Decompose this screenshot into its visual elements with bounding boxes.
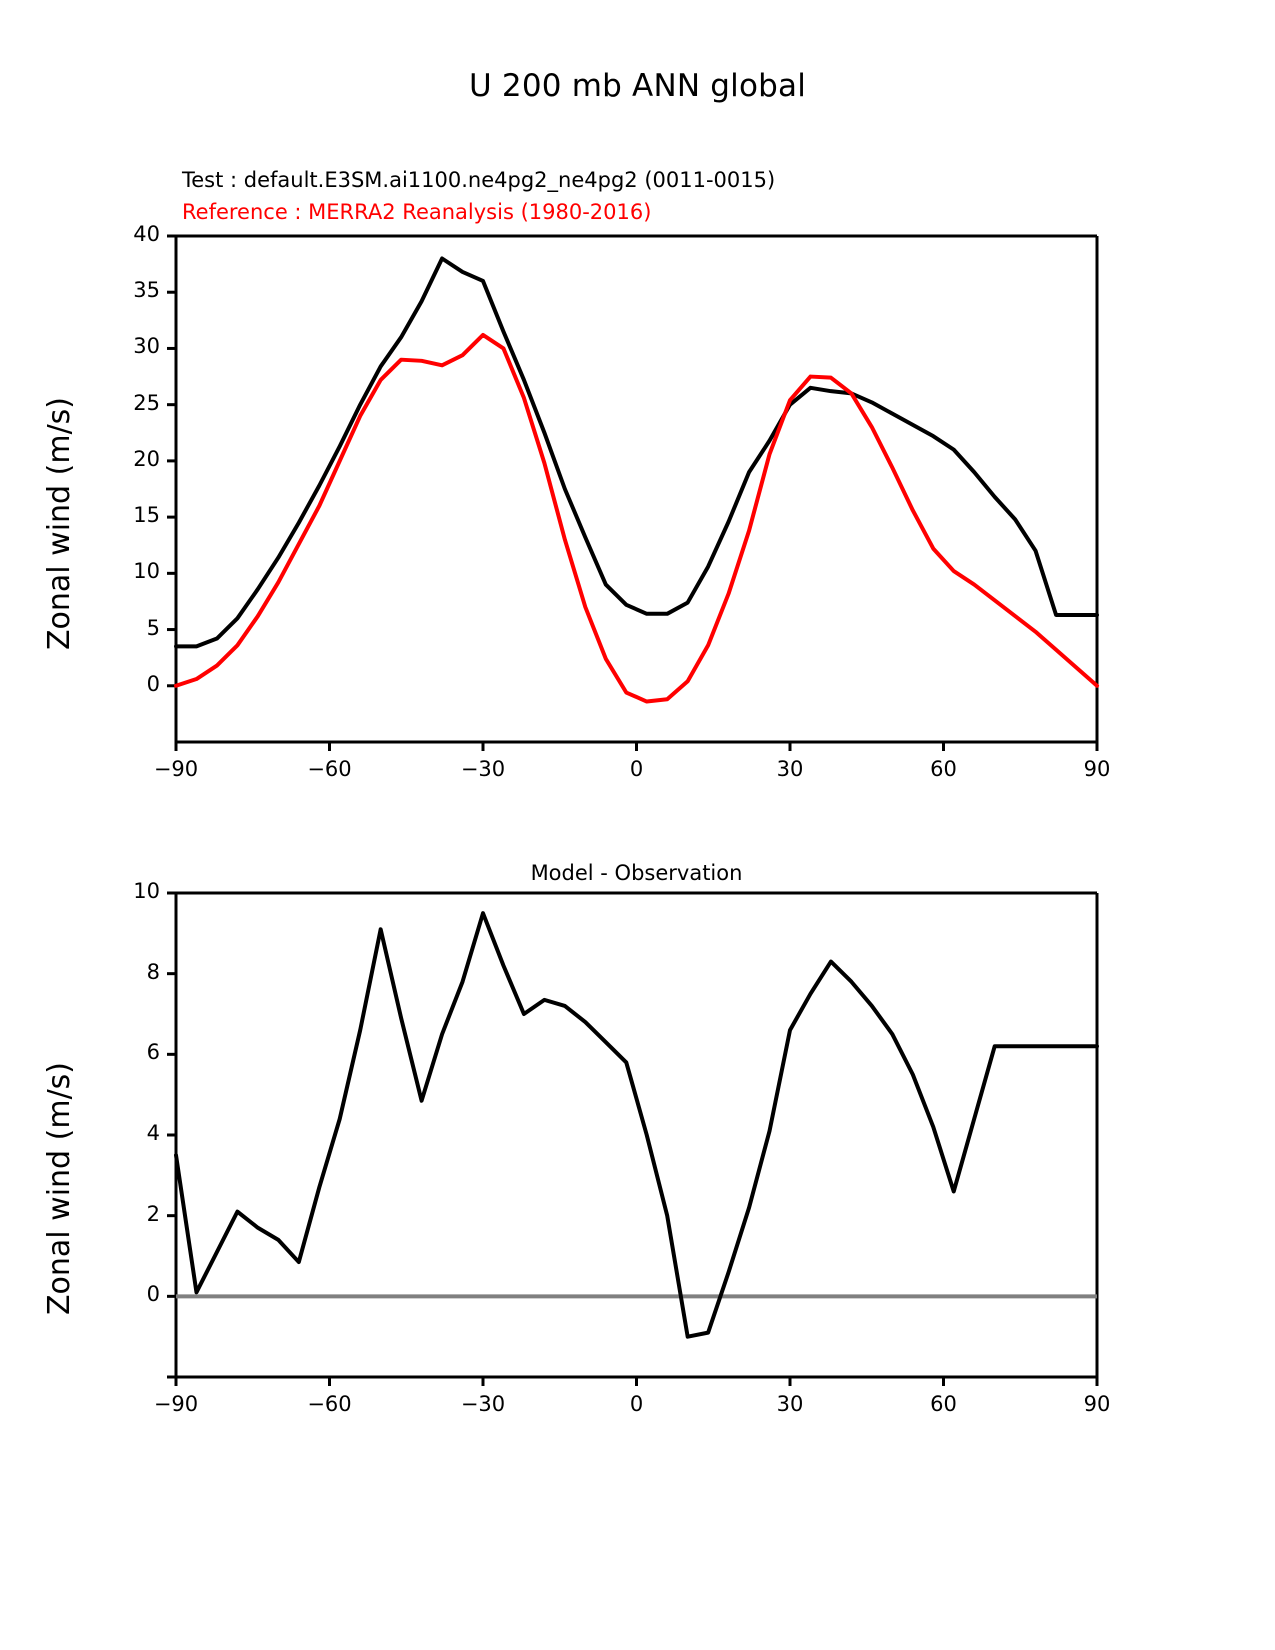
bottom-panel-ylabel: Zonal wind (m/s)	[42, 1061, 77, 1315]
xtick-label: −90	[153, 757, 199, 781]
bottom-panel-frame	[174, 891, 1099, 1379]
top-panel-ylabel: Zonal wind (m/s)	[42, 396, 77, 650]
xtick-label: 30	[776, 757, 804, 781]
ytick-label: 10	[133, 559, 160, 584]
bottom-panel-plot-area	[167, 891, 1099, 1386]
bottom-panel-series-group	[174, 911, 1099, 1339]
xtick-label: 30	[776, 1392, 804, 1416]
top-panel-series-group	[174, 256, 1099, 704]
bottom-panel-ticks	[167, 891, 1099, 1386]
ytick-label: 5	[146, 615, 160, 640]
caption-test-line: Test : default.E3SM.ai1100.ne4pg2_ne4pg2…	[182, 168, 776, 192]
figure-title: U 200 mb ANN global	[468, 68, 807, 104]
caption-reference-line: Reference : MERRA2 Reanalysis (1980-2016…	[182, 200, 652, 224]
top-panel-plot-area	[167, 234, 1099, 751]
ytick-label: 4	[146, 1121, 160, 1145]
xtick-label: 0	[629, 1392, 644, 1416]
ytick-label: 6	[146, 1040, 160, 1065]
xtick-label: −30	[460, 1392, 506, 1416]
xtick-label: −60	[307, 757, 352, 781]
ytick-label: 2	[146, 1201, 160, 1226]
top-panel-axes: 0 5 10 15 20 25 30 35 40 −90 −60 −30 0 30 60 90	[133, 222, 1110, 781]
ytick-label: 8	[146, 959, 160, 984]
ytick-label: 0	[146, 1282, 160, 1307]
top-panel-frame	[174, 234, 1099, 744]
ytick-label: 40	[133, 222, 160, 246]
ytick-label: 35	[133, 278, 160, 303]
ytick-label: 10	[133, 879, 160, 903]
xtick-label: −60	[307, 1392, 352, 1416]
top-panel-ticks	[167, 234, 1099, 751]
xtick-label: 90	[1083, 1392, 1111, 1416]
ytick-label: 25	[133, 390, 160, 415]
xtick-label: 60	[930, 1392, 957, 1416]
ytick-label: 20	[133, 446, 160, 471]
bottom-panel-axes: 0 2 4 6 8 10 −90 −60 −30 0 30 60 90	[133, 879, 1110, 1416]
bottom-panel-title: Model - Observation	[530, 861, 743, 885]
xtick-label: 60	[930, 757, 957, 781]
ytick-label: 0	[146, 671, 160, 696]
xtick-label: −30	[460, 757, 506, 781]
xtick-label: 90	[1083, 757, 1111, 781]
ytick-label: 15	[133, 503, 160, 528]
ytick-label: 30	[133, 334, 160, 359]
xtick-label: 0	[629, 757, 644, 781]
xtick-label: −90	[153, 1392, 199, 1416]
